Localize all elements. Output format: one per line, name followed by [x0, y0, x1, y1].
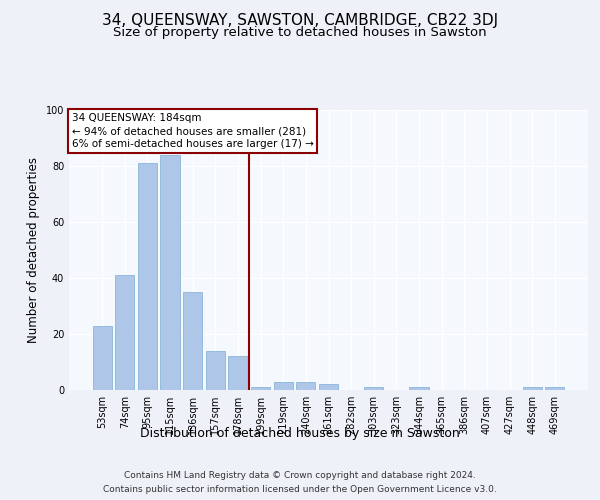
Bar [138, 163, 157, 390]
Text: Contains public sector information licensed under the Open Government Licence v3: Contains public sector information licen… [103, 485, 497, 494]
Bar [206, 351, 225, 390]
Bar [274, 382, 293, 390]
Bar [183, 292, 202, 390]
Text: Size of property relative to detached houses in Sawston: Size of property relative to detached ho… [113, 26, 487, 39]
Bar [251, 387, 270, 390]
Bar [545, 387, 565, 390]
Bar [296, 382, 316, 390]
Text: Distribution of detached houses by size in Sawston: Distribution of detached houses by size … [140, 428, 460, 440]
Bar [115, 275, 134, 390]
Bar [229, 356, 248, 390]
Bar [319, 384, 338, 390]
Text: 34 QUEENSWAY: 184sqm
← 94% of detached houses are smaller (281)
6% of semi-detac: 34 QUEENSWAY: 184sqm ← 94% of detached h… [71, 113, 313, 149]
Bar [364, 387, 383, 390]
Text: Contains HM Land Registry data © Crown copyright and database right 2024.: Contains HM Land Registry data © Crown c… [124, 471, 476, 480]
Text: 34, QUEENSWAY, SAWSTON, CAMBRIDGE, CB22 3DJ: 34, QUEENSWAY, SAWSTON, CAMBRIDGE, CB22 … [102, 12, 498, 28]
Bar [160, 155, 180, 390]
Y-axis label: Number of detached properties: Number of detached properties [27, 157, 40, 343]
Bar [409, 387, 428, 390]
Bar [92, 326, 112, 390]
Bar [523, 387, 542, 390]
